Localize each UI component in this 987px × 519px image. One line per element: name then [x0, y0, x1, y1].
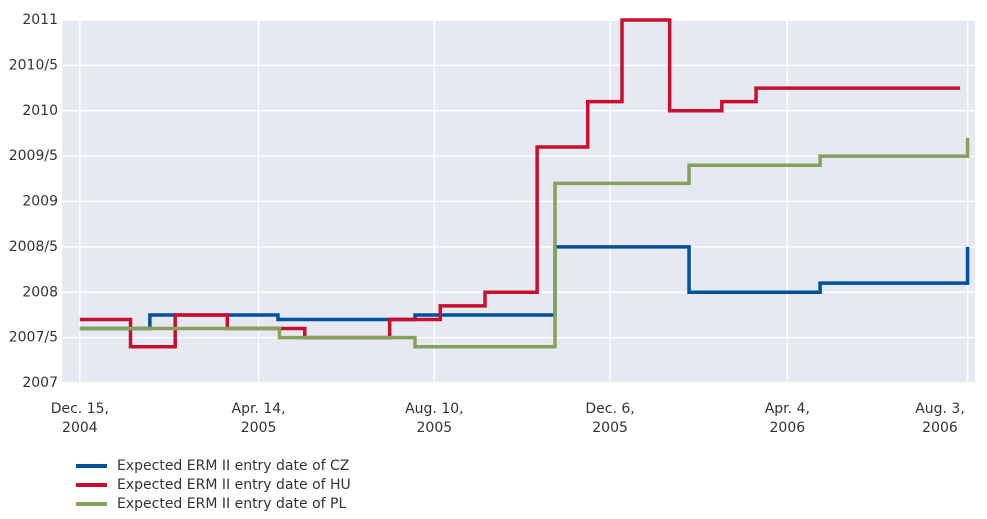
legend-label: Expected ERM II entry date of HU: [117, 477, 351, 493]
legend-label: Expected ERM II entry date of CZ: [117, 458, 349, 474]
y-tick-label: 2009/5: [9, 148, 58, 164]
series-line: [79, 137, 970, 349]
legend-label: Expected ERM II entry date of PL: [117, 496, 346, 512]
y-tick-label: 2008/5: [9, 239, 58, 255]
series-line: [79, 18, 961, 349]
y-tick-label: 2011: [22, 12, 58, 28]
x-tick-label: Apr. 14, 2005: [231, 401, 286, 436]
x-tick-label: Aug. 3, 2006: [915, 401, 965, 436]
x-tick-label: Dec. 6, 2005: [585, 401, 635, 436]
x-tick-label: Dec. 15, 2004: [50, 401, 109, 436]
y-tick-label: 2009: [22, 194, 58, 210]
y-tick-label: 2008: [22, 284, 58, 300]
y-tick-label: 2007: [22, 375, 58, 391]
x-tick-label: Aug. 10, 2005: [405, 401, 464, 436]
y-tick-label: 2010: [22, 103, 58, 119]
y-tick-label: 2007/5: [9, 330, 58, 346]
y-tick-label: 2010/5: [9, 57, 58, 73]
x-tick-label: Apr. 4, 2006: [764, 401, 810, 436]
